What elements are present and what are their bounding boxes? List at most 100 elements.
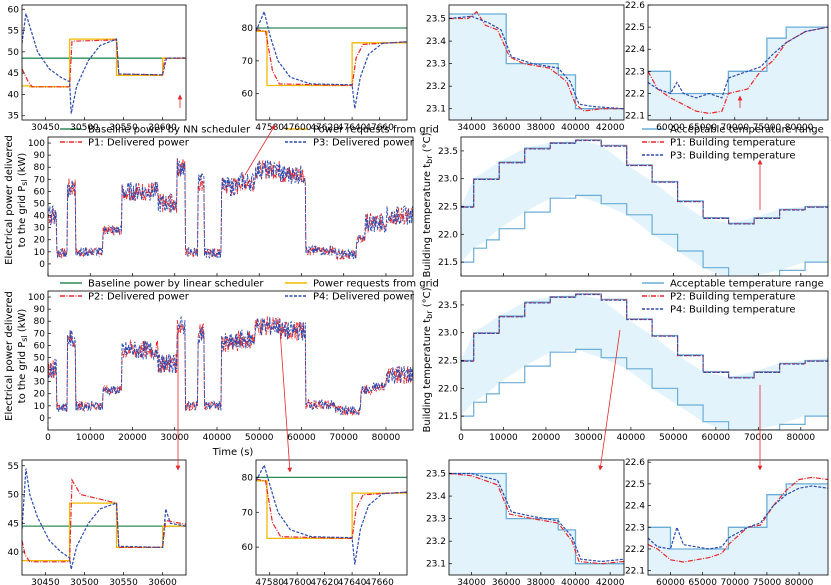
y-tick-label: 50: [8, 491, 20, 501]
plot-frame: [448, 4, 625, 121]
power-nn-panel: 0 10 20 30 40 50 60 70 80 90 100 Baseline power by …: [28, 125, 439, 277]
plot-frame: [448, 459, 625, 576]
delivered-a-series: [449, 472, 624, 565]
time-xlabel: Time (s): [212, 447, 254, 458]
power-nn-ylabel-line1: Electrical power delivered: [4, 135, 15, 265]
legend-entry: Acceptable temperature range: [670, 279, 824, 290]
x-tick-label: 34000: [457, 578, 486, 585]
x-tick-label: 10000: [489, 433, 518, 443]
acceptable-band: [461, 293, 828, 430]
x-tick-label: 34000: [457, 123, 486, 133]
x-tick-label: 60000: [656, 578, 685, 585]
delivered-a-series: [256, 478, 407, 540]
y-tick-label: 22.6: [625, 458, 645, 468]
x-tick-label: 70000: [720, 123, 749, 133]
y-tick-label: 30: [34, 378, 46, 388]
y-tick-label: 100: [28, 293, 45, 303]
x-tick-label: 50000: [245, 433, 274, 443]
y-tick-label: 0: [39, 260, 45, 270]
x-tick-label: 0: [45, 433, 51, 443]
x-tick-label: 30450: [31, 578, 60, 585]
request-series: [256, 30, 407, 87]
y-tick-label: 23.1: [426, 560, 446, 570]
y-tick-label: 60: [242, 90, 254, 100]
legend-entry: P4: Delivered power: [313, 292, 415, 303]
y-tick-label: 22.5: [625, 23, 645, 33]
x-tick-label: 40000: [561, 123, 590, 133]
y-tick-label: 45: [8, 519, 19, 529]
x-tick-label: 20000: [118, 433, 147, 443]
x-tick-label: 70000: [720, 578, 749, 585]
y-tick-label: 22.5: [438, 203, 458, 213]
y-tick-label: 70: [242, 57, 254, 67]
legend-entry: Power requests from grid: [313, 125, 439, 136]
legend-entry: P3: Building temperature: [670, 151, 796, 162]
x-tick-label: 47620: [310, 578, 339, 585]
plot-frame: [255, 4, 408, 121]
delivered-b-series: [449, 15, 624, 110]
y-tick-label: 22.2: [625, 545, 645, 555]
temp-linear-panel: 0 10000 20000 30000 40000 50000 60000 70000 8000…: [438, 279, 829, 443]
power-linear-ylabel-line2: to the grid Psl (kW): [17, 309, 29, 404]
acceptable-band: [648, 483, 828, 575]
temp-linear-series: [461, 294, 828, 379]
legend-entry: Power requests from grid: [313, 279, 439, 290]
x-tick-label: 0: [458, 433, 464, 443]
delivered-b-series: [22, 468, 186, 570]
y-tick-label: 23.1: [426, 105, 446, 115]
x-tick-label: 36000: [492, 123, 521, 133]
x-tick-label: 65000: [688, 578, 717, 585]
delivered-a-series: [22, 39, 186, 88]
delivered-b-series: [449, 472, 624, 563]
x-tick-label: 47660: [365, 578, 394, 585]
y-tick-label: 23.3: [426, 60, 446, 70]
y-tick-label: 22.3: [625, 523, 645, 533]
power-nn-p3-series: [48, 158, 413, 259]
y-tick-label: 23.2: [426, 82, 446, 92]
plot-frame: [255, 459, 408, 576]
plot-frame: [647, 4, 829, 121]
acceptable-band: [461, 139, 828, 276]
x-tick-label: 30550: [109, 578, 138, 585]
delivered-a-series: [648, 476, 828, 563]
delivered-a-series: [256, 29, 407, 87]
x-tick-label: 47620: [310, 123, 339, 133]
y-tick-label: 30: [34, 224, 46, 234]
zoom-arrows: [175, 94, 763, 473]
y-tick-label: 22.5: [625, 480, 645, 490]
x-tick-label: 30600: [148, 578, 177, 585]
delivered-a-series: [22, 478, 186, 563]
legend-entry: Baseline power by linear scheduler: [88, 279, 264, 290]
inset-temp-linear-b-panel: 60000 65000 70000 75000 80000 22.1 22.2 22.3 22.…: [625, 458, 829, 585]
legend-entry: P2: Delivered power: [88, 292, 190, 303]
x-tick-label: 80000: [785, 578, 814, 585]
x-tick-label: 60000: [287, 433, 316, 443]
plot-frame: [460, 290, 829, 431]
acceptable-lower: [461, 348, 828, 430]
x-tick-label: 30600: [148, 123, 177, 133]
zoom-arrow: [598, 329, 621, 471]
plot-frame: [460, 136, 829, 277]
request-series: [22, 38, 186, 88]
y-tick-label: 10: [34, 402, 46, 412]
legend-entry: P3: Delivered power: [313, 138, 415, 149]
inset-temp-nn-b-panel: 60000 65000 70000 75000 80000 22.1 22.2 22.3 22.…: [625, 1, 829, 133]
x-tick-label: 47640: [338, 578, 367, 585]
power-linear-p3-series: [48, 315, 413, 417]
inset-power-nn-a-panel: 30450 30500 30550 30600 35 40 45 50 55 60: [8, 4, 187, 133]
x-tick-label: 30550: [109, 123, 138, 133]
inset-temp-linear-a-panel: 34000 36000 38000 40000 42000 23.1 23.2 23.3 23.…: [426, 459, 625, 585]
y-tick-label: 50: [34, 199, 46, 209]
delivered-b-series: [22, 13, 186, 114]
acceptable-lower: [461, 194, 828, 276]
y-tick-label: 80: [34, 163, 46, 173]
x-tick-label: 42000: [596, 578, 625, 585]
power-linear-p1-series: [48, 316, 413, 417]
legend-entry: P1: Delivered power: [88, 138, 190, 149]
x-tick-label: 30500: [70, 578, 99, 585]
request-series: [256, 480, 407, 540]
acceptable-band: [648, 27, 828, 120]
delivered-b-series: [648, 485, 828, 550]
y-tick-label: 22.4: [625, 45, 645, 55]
